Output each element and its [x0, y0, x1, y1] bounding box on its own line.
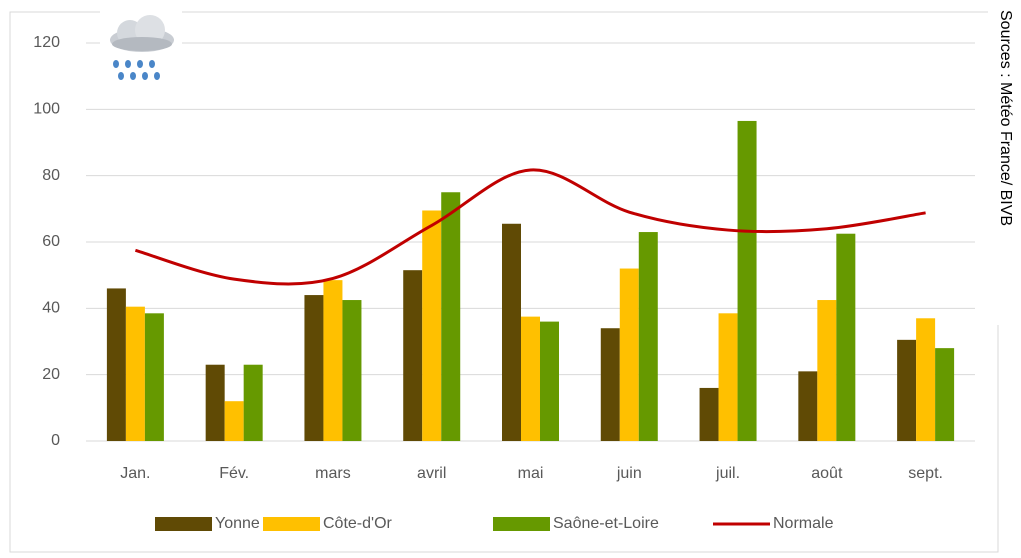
source-backdrop	[988, 5, 1021, 325]
legend-swatch	[263, 517, 320, 531]
bar	[106, 288, 126, 441]
y-tick-label: 100	[33, 101, 60, 118]
y-tick-label: 80	[42, 167, 60, 184]
plot: 0 20 40 60 80 100 120 Jan. Fév. mars avril mai juin j…	[33, 34, 975, 532]
bar	[243, 364, 263, 441]
bar	[897, 339, 917, 441]
bar	[521, 316, 540, 441]
legend-swatch	[493, 517, 550, 531]
bar	[619, 268, 639, 441]
y-tick-label: 20	[42, 366, 60, 383]
legend-swatch	[155, 517, 212, 531]
bar	[540, 321, 559, 441]
bar	[916, 318, 936, 441]
bar	[638, 232, 658, 441]
bar	[935, 348, 955, 441]
y-tick-label: 0	[51, 432, 60, 449]
source: Sources : Météo France/ BIVB	[997, 10, 1014, 226]
x-tick-label: mars	[315, 465, 351, 482]
y-tick-label: 40	[42, 300, 60, 317]
legend-label: Côte-d'Or	[323, 515, 393, 532]
bar	[342, 300, 362, 441]
x-tick-label: juin	[616, 465, 642, 482]
bar	[205, 364, 225, 441]
bar	[798, 371, 818, 441]
legend-label: Yonne	[215, 515, 260, 532]
bar	[718, 313, 738, 441]
bar	[144, 313, 164, 441]
x-tick-label: Jan.	[120, 465, 150, 482]
x-tick-label: août	[811, 465, 843, 482]
y-tick-label: 60	[42, 233, 60, 250]
bar	[125, 306, 145, 441]
bar	[224, 401, 244, 441]
bar	[422, 210, 442, 441]
line	[134, 168, 926, 286]
bar	[836, 233, 856, 441]
bar	[403, 270, 423, 441]
bar	[699, 387, 719, 441]
x-tick-label: Fév.	[219, 465, 249, 482]
x-tick-label: sept.	[908, 465, 943, 482]
legend-label: Saône-et-Loire	[553, 515, 659, 532]
x-tick-label: mai	[518, 465, 544, 482]
x-tick-label: juil.	[715, 465, 740, 482]
bar	[817, 300, 837, 441]
rain-icon	[110, 15, 174, 80]
bar	[737, 120, 757, 442]
bar	[323, 280, 343, 441]
y-tick-label: 120	[33, 34, 60, 51]
bar	[304, 295, 324, 441]
legend-label: Normale	[773, 515, 834, 532]
bar	[502, 223, 521, 441]
bar	[441, 192, 461, 441]
x-tick-label: avril	[417, 465, 446, 482]
bar	[600, 328, 620, 441]
